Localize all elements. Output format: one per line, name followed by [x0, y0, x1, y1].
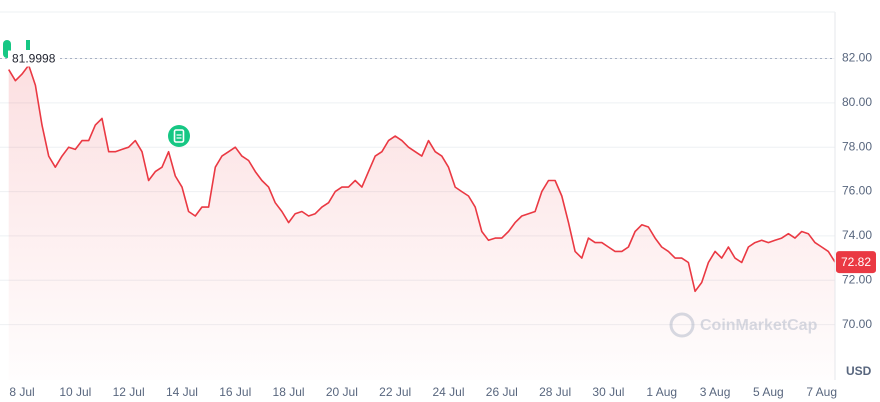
watermark-text: CoinMarketCap: [700, 317, 818, 334]
price-line: [8, 64, 836, 293]
y-tick-label: 74.00: [842, 228, 872, 242]
x-tick-label: 28 Jul: [539, 385, 571, 399]
y-tick-label: 82.00: [842, 51, 872, 65]
y-tick-label: 72.00: [842, 272, 872, 286]
x-tick-label: 16 Jul: [219, 385, 251, 399]
y-tick-label: 78.00: [842, 139, 872, 153]
y-tick-label: 70.00: [842, 317, 872, 331]
x-tick-label: 30 Jul: [592, 385, 624, 399]
plot: [8, 64, 836, 380]
y-tick-label: 80.00: [842, 95, 872, 109]
x-tick-label: 7 Aug: [806, 385, 837, 399]
x-tick-label: 3 Aug: [700, 385, 731, 399]
last-price-tag: [836, 251, 876, 274]
reference-label: 81.9998: [12, 52, 56, 66]
x-tick-label: 14 Jul: [166, 385, 198, 399]
x-tick-label: 10 Jul: [59, 385, 91, 399]
news-icon[interactable]: [168, 125, 190, 147]
reference-label-bg: [8, 50, 60, 67]
watermark: CoinMarketCap: [669, 312, 818, 338]
x-tick-label: 8 Jul: [9, 385, 34, 399]
x-tick-label: 20 Jul: [326, 385, 358, 399]
marker: [26, 40, 30, 50]
x-tick-label: 1 Aug: [646, 385, 677, 399]
x-tick-label: 22 Jul: [379, 385, 411, 399]
x-tick-label: 26 Jul: [486, 385, 518, 399]
x-tick-label: 18 Jul: [273, 385, 305, 399]
x-tick-label: 24 Jul: [432, 385, 464, 399]
x-tick-label: 5 Aug: [753, 385, 784, 399]
last-price-label: 72.82: [841, 255, 871, 269]
x-tick-label: 12 Jul: [113, 385, 145, 399]
area: [8, 65, 835, 380]
currency-label: USD: [846, 364, 872, 378]
y-tick-label: 76.00: [842, 184, 872, 198]
